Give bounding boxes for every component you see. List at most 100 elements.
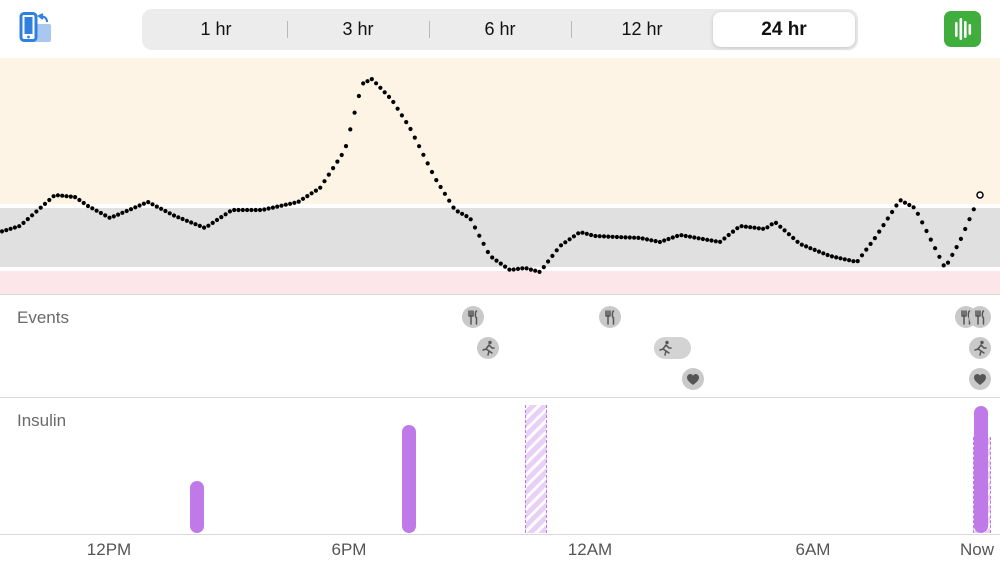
glucose-reading-dot bbox=[257, 207, 263, 213]
glucose-reading-dot bbox=[343, 144, 349, 149]
glucose-reading-dot bbox=[958, 236, 964, 241]
x-axis-tick-label: 6PM bbox=[331, 540, 367, 559]
bar-chart-icon[interactable] bbox=[944, 11, 981, 47]
glucose-reading-dot bbox=[743, 224, 749, 229]
glucose-reading-dot bbox=[739, 224, 744, 229]
glucose-reading-dot bbox=[675, 233, 680, 239]
exercise-event[interactable] bbox=[477, 337, 499, 359]
glucose-reading-dot bbox=[468, 217, 473, 222]
glucose-reading-dot bbox=[421, 152, 426, 157]
glucose-reading-dot bbox=[288, 201, 293, 206]
glucose-reading-dot bbox=[537, 269, 542, 274]
glucose-reading-dot bbox=[184, 218, 189, 223]
divider bbox=[0, 294, 1000, 295]
glucose-reading-dot bbox=[507, 267, 512, 272]
glucose-reading-dot bbox=[950, 252, 955, 257]
glucose-reading-dot bbox=[171, 213, 177, 218]
bolus-bar[interactable] bbox=[402, 425, 416, 533]
health-event[interactable] bbox=[682, 368, 704, 390]
bolus-bar[interactable] bbox=[974, 406, 988, 533]
range-label: 6 hr bbox=[484, 19, 516, 39]
glucose-reading-dot bbox=[455, 209, 460, 214]
glucose-reading-dot bbox=[687, 234, 693, 239]
meal-event[interactable] bbox=[599, 306, 621, 328]
glucose-reading-dot bbox=[150, 202, 155, 207]
glucose-reading-dot bbox=[391, 99, 396, 105]
glucose-reading-dot bbox=[128, 207, 134, 212]
glucose-reading-dot bbox=[21, 220, 26, 225]
glucose-reading-dot bbox=[649, 238, 654, 243]
latest-reading-marker bbox=[976, 191, 984, 199]
range-24hr[interactable]: 24 hr bbox=[713, 12, 855, 47]
glucose-reading-dot bbox=[197, 223, 202, 228]
glucose-reading-dot bbox=[748, 225, 753, 230]
glucose-reading-dot bbox=[279, 203, 284, 208]
glucose-reading-dot bbox=[348, 127, 353, 132]
bolus-bar[interactable] bbox=[190, 481, 204, 533]
x-axis-tick-label: Now bbox=[959, 540, 995, 559]
glucose-reading-dot bbox=[550, 253, 555, 258]
glucose-reading-dot bbox=[472, 225, 478, 230]
glucose-reading-dot bbox=[292, 200, 297, 205]
glucose-reading-dot bbox=[0, 229, 5, 234]
glucose-reading-dot bbox=[808, 246, 813, 251]
target-range-zone bbox=[0, 208, 1000, 267]
meal-event[interactable] bbox=[462, 306, 484, 328]
glucose-reading-dot bbox=[713, 239, 718, 244]
glucose-reading-dot bbox=[103, 213, 108, 218]
temp-basal-block[interactable] bbox=[525, 405, 547, 533]
device-rotate-icon[interactable] bbox=[18, 12, 54, 44]
glucose-reading-dot bbox=[25, 217, 30, 222]
range-1hr[interactable]: 1 hr bbox=[145, 12, 287, 47]
glucose-reading-dot bbox=[593, 233, 598, 239]
running-icon bbox=[482, 340, 495, 356]
glucose-reading-dot bbox=[847, 258, 852, 263]
glucose-reading-dot bbox=[331, 166, 336, 171]
glucose-reading-dot bbox=[623, 235, 628, 240]
range-3hr[interactable]: 3 hr bbox=[287, 12, 429, 47]
glucose-reading-dot bbox=[189, 220, 194, 225]
glucose-reading-dot bbox=[159, 206, 164, 211]
glucose-reading-dot bbox=[920, 220, 925, 225]
glucose-reading-dot bbox=[705, 237, 710, 242]
x-axis-tick-label: 12AM bbox=[567, 540, 613, 559]
glucose-reading-dot bbox=[120, 210, 125, 215]
glucose-reading-dot bbox=[318, 185, 323, 190]
glucose-reading-dot bbox=[554, 248, 559, 253]
health-event[interactable] bbox=[969, 368, 991, 390]
glucose-reading-dot bbox=[356, 93, 361, 99]
glucose-reading-dot bbox=[17, 224, 22, 229]
divider bbox=[0, 397, 1000, 398]
range-12hr[interactable]: 12 hr bbox=[571, 12, 713, 47]
glucose-reading-dot bbox=[460, 211, 465, 216]
glucose-reading-dot bbox=[481, 241, 486, 246]
exercise-event[interactable] bbox=[969, 337, 991, 359]
glucose-reading-dot bbox=[644, 237, 650, 242]
range-6hr[interactable]: 6 hr bbox=[429, 12, 571, 47]
glucose-reading-dot bbox=[786, 232, 792, 237]
glucose-reading-dot bbox=[679, 233, 684, 238]
glucose-reading-dot bbox=[756, 226, 761, 231]
glucose-reading-dot bbox=[309, 191, 314, 196]
glucose-reading-dot bbox=[632, 235, 637, 240]
glucose-reading-dot bbox=[55, 193, 61, 198]
glucose-reading-dot bbox=[429, 169, 435, 175]
exercise-event[interactable] bbox=[654, 337, 691, 359]
glucose-reading-dot bbox=[442, 191, 447, 196]
glucose-reading-dot bbox=[490, 255, 495, 260]
glucose-reading-dot bbox=[576, 231, 581, 236]
range-label: 12 hr bbox=[621, 19, 663, 39]
glucose-reading-dot bbox=[412, 135, 417, 140]
glucose-reading-dot bbox=[812, 247, 817, 252]
glucose-reading-dot bbox=[339, 152, 344, 158]
meal-event[interactable] bbox=[969, 306, 991, 328]
glucose-reading-dot bbox=[270, 205, 275, 210]
glucose-reading-dot bbox=[503, 264, 508, 269]
glucose-reading-dot bbox=[528, 267, 534, 272]
glucose-chart[interactable] bbox=[0, 58, 1000, 294]
glucose-reading-dot bbox=[210, 220, 215, 225]
glucose-reading-dot bbox=[821, 251, 826, 256]
range-label: 24 hr bbox=[761, 18, 807, 40]
glucose-reading-dot bbox=[589, 232, 594, 238]
glucose-reading-dot bbox=[399, 113, 404, 118]
